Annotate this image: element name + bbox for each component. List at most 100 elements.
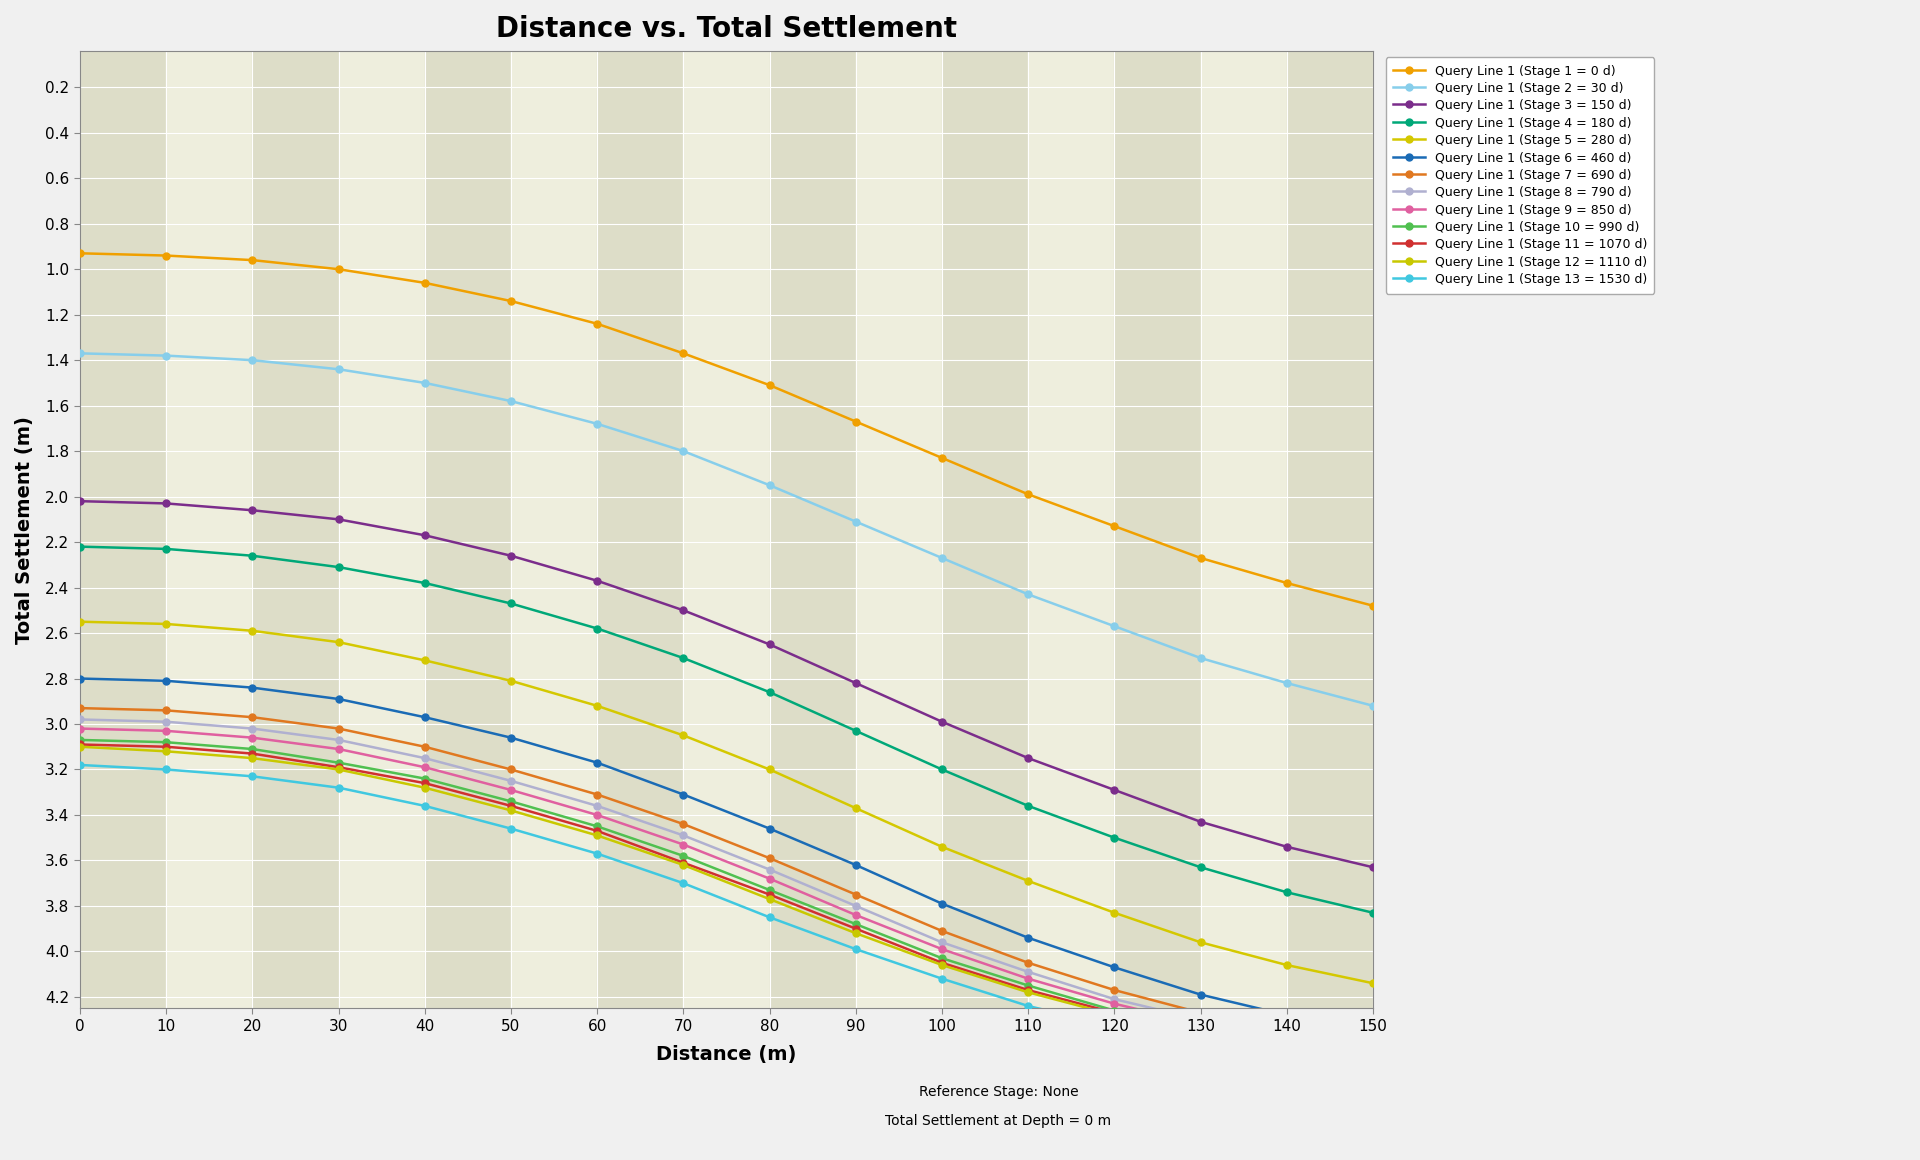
Query Line 1 (Stage 2 = 30 d) xyxy=(931,551,954,565)
Query Line 1 (Stage 1 = 0 d) xyxy=(69,246,92,260)
Query Line 1 (Stage 9 = 850 d) xyxy=(586,809,609,822)
Query Line 1 (Stage 9 = 850 d) xyxy=(413,760,436,774)
Query Line 1 (Stage 8 = 790 d) xyxy=(931,935,954,949)
Query Line 1 (Stage 11 = 1070 d) xyxy=(1018,984,1041,998)
Query Line 1 (Stage 7 = 690 d) xyxy=(758,851,781,865)
X-axis label: Distance (m): Distance (m) xyxy=(657,1045,797,1064)
Line: Query Line 1 (Stage 3 = 150 d): Query Line 1 (Stage 3 = 150 d) xyxy=(77,498,1377,871)
Query Line 1 (Stage 6 = 460 d) xyxy=(156,674,179,688)
Query Line 1 (Stage 13 = 1530 d) xyxy=(240,769,263,783)
Query Line 1 (Stage 5 = 280 d) xyxy=(758,762,781,776)
Query Line 1 (Stage 1 = 0 d) xyxy=(758,378,781,392)
Query Line 1 (Stage 6 = 460 d) xyxy=(1361,1024,1384,1038)
Title: Distance vs. Total Settlement: Distance vs. Total Settlement xyxy=(495,15,956,43)
Query Line 1 (Stage 13 = 1530 d) xyxy=(1275,1046,1298,1060)
Query Line 1 (Stage 12 = 1110 d) xyxy=(499,804,522,818)
Query Line 1 (Stage 1 = 0 d) xyxy=(931,451,954,465)
Query Line 1 (Stage 2 = 30 d) xyxy=(1275,676,1298,690)
Query Line 1 (Stage 10 = 990 d) xyxy=(1018,979,1041,993)
Query Line 1 (Stage 8 = 790 d) xyxy=(586,799,609,813)
Query Line 1 (Stage 9 = 850 d) xyxy=(240,731,263,745)
Query Line 1 (Stage 11 = 1070 d) xyxy=(69,738,92,752)
Query Line 1 (Stage 2 = 30 d) xyxy=(1188,651,1212,665)
Query Line 1 (Stage 2 = 30 d) xyxy=(240,353,263,367)
Query Line 1 (Stage 2 = 30 d) xyxy=(499,394,522,408)
Query Line 1 (Stage 3 = 150 d) xyxy=(499,549,522,563)
Query Line 1 (Stage 12 = 1110 d) xyxy=(1188,1027,1212,1041)
Query Line 1 (Stage 12 = 1110 d) xyxy=(413,781,436,795)
Query Line 1 (Stage 3 = 150 d) xyxy=(672,603,695,617)
Query Line 1 (Stage 10 = 990 d) xyxy=(499,795,522,809)
Query Line 1 (Stage 2 = 30 d) xyxy=(326,362,349,376)
Query Line 1 (Stage 7 = 690 d) xyxy=(931,925,954,938)
Query Line 1 (Stage 13 = 1530 d) xyxy=(326,781,349,795)
Query Line 1 (Stage 2 = 30 d) xyxy=(1102,619,1125,633)
Query Line 1 (Stage 13 = 1530 d) xyxy=(413,799,436,813)
Query Line 1 (Stage 8 = 790 d) xyxy=(672,828,695,842)
Query Line 1 (Stage 8 = 790 d) xyxy=(156,715,179,728)
Line: Query Line 1 (Stage 6 = 460 d): Query Line 1 (Stage 6 = 460 d) xyxy=(77,675,1377,1035)
Query Line 1 (Stage 10 = 990 d) xyxy=(240,742,263,756)
Query Line 1 (Stage 7 = 690 d) xyxy=(156,703,179,717)
Query Line 1 (Stage 6 = 460 d) xyxy=(1018,930,1041,944)
Query Line 1 (Stage 6 = 460 d) xyxy=(845,858,868,872)
Query Line 1 (Stage 9 = 850 d) xyxy=(845,908,868,922)
Query Line 1 (Stage 3 = 150 d) xyxy=(845,676,868,690)
Query Line 1 (Stage 5 = 280 d) xyxy=(240,624,263,638)
Line: Query Line 1 (Stage 11 = 1070 d): Query Line 1 (Stage 11 = 1070 d) xyxy=(77,741,1377,1057)
Query Line 1 (Stage 12 = 1110 d) xyxy=(326,762,349,776)
Query Line 1 (Stage 6 = 460 d) xyxy=(672,788,695,802)
Bar xyxy=(1286,51,1373,1008)
Query Line 1 (Stage 7 = 690 d) xyxy=(1275,1024,1298,1038)
Line: Query Line 1 (Stage 1 = 0 d): Query Line 1 (Stage 1 = 0 d) xyxy=(77,249,1377,609)
Bar xyxy=(856,51,943,1008)
Bar xyxy=(511,51,597,1008)
Query Line 1 (Stage 9 = 850 d) xyxy=(1102,996,1125,1010)
Query Line 1 (Stage 8 = 790 d) xyxy=(1361,1042,1384,1056)
Query Line 1 (Stage 10 = 990 d) xyxy=(156,735,179,749)
Query Line 1 (Stage 3 = 150 d) xyxy=(931,715,954,728)
Query Line 1 (Stage 4 = 180 d) xyxy=(845,724,868,738)
Query Line 1 (Stage 9 = 850 d) xyxy=(758,871,781,885)
Query Line 1 (Stage 2 = 30 d) xyxy=(1361,698,1384,712)
Query Line 1 (Stage 7 = 690 d) xyxy=(1361,1038,1384,1052)
Query Line 1 (Stage 3 = 150 d) xyxy=(1018,752,1041,766)
Query Line 1 (Stage 5 = 280 d) xyxy=(69,615,92,629)
Query Line 1 (Stage 10 = 990 d) xyxy=(586,819,609,833)
Query Line 1 (Stage 13 = 1530 d) xyxy=(758,911,781,925)
Query Line 1 (Stage 6 = 460 d) xyxy=(240,681,263,695)
Query Line 1 (Stage 4 = 180 d) xyxy=(931,762,954,776)
Query Line 1 (Stage 12 = 1110 d) xyxy=(1275,1041,1298,1054)
Query Line 1 (Stage 10 = 990 d) xyxy=(1361,1044,1384,1058)
Query Line 1 (Stage 1 = 0 d) xyxy=(413,276,436,290)
Query Line 1 (Stage 3 = 150 d) xyxy=(156,496,179,510)
Query Line 1 (Stage 13 = 1530 d) xyxy=(69,757,92,771)
Query Line 1 (Stage 9 = 850 d) xyxy=(156,724,179,738)
Query Line 1 (Stage 10 = 990 d) xyxy=(1188,1022,1212,1036)
Query Line 1 (Stage 1 = 0 d) xyxy=(672,347,695,361)
Query Line 1 (Stage 6 = 460 d) xyxy=(1188,987,1212,1001)
Query Line 1 (Stage 11 = 1070 d) xyxy=(931,956,954,970)
Query Line 1 (Stage 5 = 280 d) xyxy=(1188,935,1212,949)
Text: Total Settlement at Depth = 0 m: Total Settlement at Depth = 0 m xyxy=(885,1115,1112,1129)
Query Line 1 (Stage 11 = 1070 d) xyxy=(672,856,695,870)
Query Line 1 (Stage 5 = 280 d) xyxy=(156,617,179,631)
Query Line 1 (Stage 12 = 1110 d) xyxy=(586,828,609,842)
Query Line 1 (Stage 3 = 150 d) xyxy=(69,494,92,508)
Query Line 1 (Stage 3 = 150 d) xyxy=(413,528,436,542)
Query Line 1 (Stage 2 = 30 d) xyxy=(758,478,781,492)
Query Line 1 (Stage 12 = 1110 d) xyxy=(240,752,263,766)
Query Line 1 (Stage 4 = 180 d) xyxy=(1361,906,1384,920)
Query Line 1 (Stage 5 = 280 d) xyxy=(1275,958,1298,972)
Query Line 1 (Stage 7 = 690 d) xyxy=(499,762,522,776)
Query Line 1 (Stage 4 = 180 d) xyxy=(240,549,263,563)
Query Line 1 (Stage 11 = 1070 d) xyxy=(156,740,179,754)
Query Line 1 (Stage 8 = 790 d) xyxy=(499,774,522,788)
Query Line 1 (Stage 1 = 0 d) xyxy=(156,248,179,262)
Bar xyxy=(167,51,252,1008)
Query Line 1 (Stage 10 = 990 d) xyxy=(931,951,954,965)
Bar xyxy=(770,51,856,1008)
Query Line 1 (Stage 3 = 150 d) xyxy=(758,638,781,652)
Query Line 1 (Stage 11 = 1070 d) xyxy=(413,776,436,790)
Query Line 1 (Stage 12 = 1110 d) xyxy=(758,892,781,906)
